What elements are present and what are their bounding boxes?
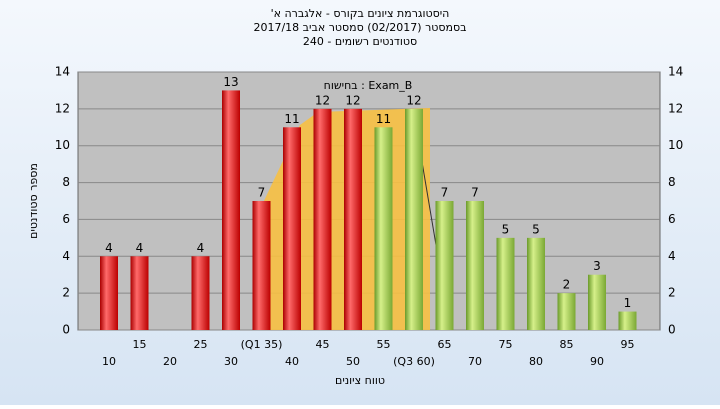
bar [405, 108, 423, 330]
y-tick-label: 14 [55, 65, 70, 79]
data-label: 1 [624, 296, 632, 310]
x-tick-label: 20 [163, 355, 177, 368]
x-tick-label: 90 [590, 355, 604, 368]
y2-tick-label: 12 [668, 101, 683, 115]
y2-tick-label: 8 [668, 175, 676, 189]
bar [283, 127, 301, 331]
data-label: 4 [136, 241, 144, 255]
y-tick-label: 4 [62, 249, 70, 263]
data-label: 11 [376, 112, 391, 126]
bar [100, 256, 118, 330]
data-label: 7 [441, 186, 449, 200]
y-tick-label: 2 [62, 286, 70, 300]
y-tick-label: 10 [55, 138, 70, 152]
x-tick-label: (Q3 60) [393, 355, 435, 368]
x-tick-label: 55 [377, 338, 391, 351]
data-label: 4 [105, 241, 113, 255]
x-tick-label: 10 [102, 355, 116, 368]
data-label: 12 [406, 93, 421, 107]
y2-tick-label: 0 [668, 323, 676, 337]
x-tick-label: 95 [621, 338, 635, 351]
x-tick-label: 80 [529, 355, 543, 368]
chart-title: היסטוגרמת ציונים בקורס - אלגברה א' [271, 7, 450, 20]
y-tick-label: 12 [55, 101, 70, 115]
data-label: 4 [197, 241, 205, 255]
data-label: 7 [258, 186, 266, 200]
chart-subtitle: בסמסטר (02/2017) סמסטר אביב 2017/18 [253, 21, 466, 34]
bar [466, 201, 484, 330]
x-tick-label: 40 [285, 355, 299, 368]
y2-tick-label: 10 [668, 138, 683, 152]
x-tick-label: 45 [316, 338, 330, 351]
bar [588, 274, 606, 330]
data-label: 13 [223, 75, 238, 89]
data-label: 12 [345, 93, 360, 107]
y-tick-label: 0 [62, 323, 70, 337]
bar [527, 237, 545, 330]
x-tick-label: 70 [468, 355, 482, 368]
x-tick-label: 30 [224, 355, 238, 368]
x-tick-label: 15 [133, 338, 147, 351]
bar [191, 256, 210, 330]
data-label: 5 [532, 222, 540, 236]
y-axis-label: מספר סטודנטים [27, 163, 40, 239]
y2-tick-label: 14 [668, 65, 683, 79]
bar [435, 201, 454, 330]
bar [130, 256, 149, 330]
chart-subtitle: סטודנטים רשומים - 240 [303, 35, 417, 48]
x-tick-label: 50 [346, 355, 360, 368]
x-tick-label: 25 [194, 338, 208, 351]
data-label: 11 [284, 112, 299, 126]
bar [374, 127, 393, 331]
bar [557, 293, 576, 330]
bar [252, 201, 271, 330]
y2-tick-label: 4 [668, 249, 676, 263]
y2-tick-label: 6 [668, 212, 676, 226]
data-label: 12 [315, 93, 330, 107]
x-tick-label: 85 [560, 338, 574, 351]
data-label: 2 [563, 278, 571, 292]
y-tick-label: 8 [62, 175, 70, 189]
bar [344, 108, 362, 330]
annotation: בחישוח : Exam_B [324, 79, 413, 92]
x-tick-label: (Q1 35) [241, 338, 283, 351]
data-label: 3 [593, 259, 601, 273]
x-tick-label: 75 [499, 338, 513, 351]
x-axis-label: טווח ציונים [335, 374, 385, 387]
y2-tick-label: 2 [668, 286, 676, 300]
bar [496, 237, 515, 330]
bar [313, 108, 332, 330]
bar [222, 90, 240, 330]
data-label: 5 [502, 222, 510, 236]
bar [618, 311, 637, 330]
x-tick-label: 65 [438, 338, 452, 351]
y-tick-label: 6 [62, 212, 70, 226]
data-label: 7 [471, 186, 479, 200]
